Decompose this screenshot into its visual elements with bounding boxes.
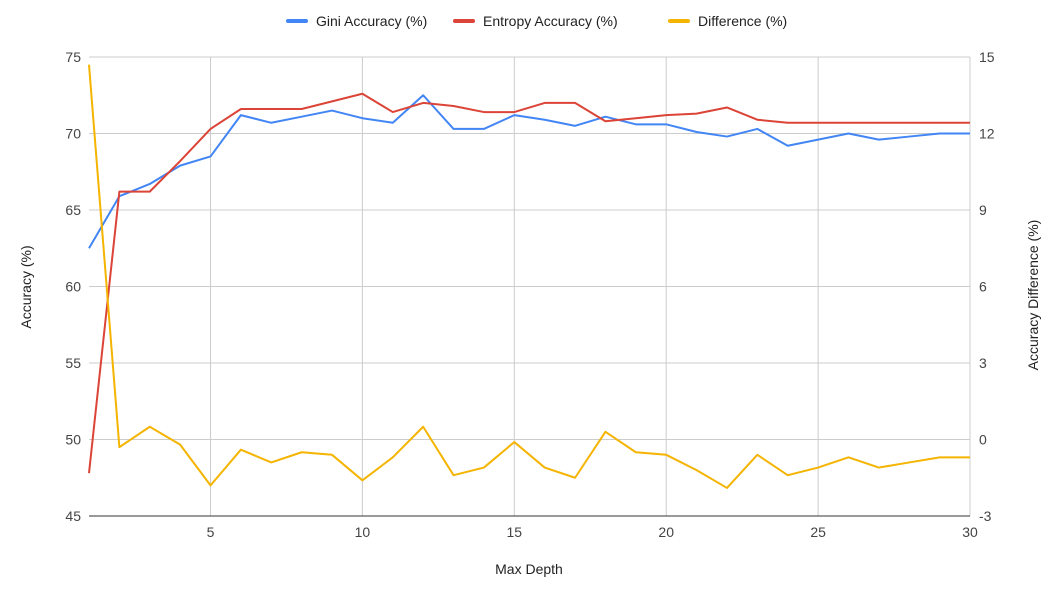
y2-tick-label: 3 [979, 355, 987, 371]
legend-label: Difference (%) [698, 13, 787, 29]
axes: 45 50 55 60 65 70 75 -3 0 3 6 9 12 15 5 10 15 20 25 30 [65, 49, 994, 540]
series-line [88, 64, 970, 489]
y2-tick-label: 9 [979, 202, 987, 218]
legend-item: Difference (%) [668, 13, 787, 29]
x-tick-label: 20 [658, 524, 674, 540]
y2-tick-label: 0 [979, 432, 987, 448]
legend-label: Entropy Accuracy (%) [483, 13, 618, 29]
y2-tick-label: -3 [979, 508, 992, 524]
x-tick-label: 5 [207, 524, 215, 540]
y-tick-label: 75 [65, 49, 81, 65]
y2-tick-label: 6 [979, 279, 987, 295]
y-tick-label: 60 [65, 279, 81, 295]
x-tick-label: 10 [355, 524, 371, 540]
series [88, 64, 970, 489]
y-tick-label: 70 [65, 126, 81, 142]
y-tick-label: 65 [65, 202, 81, 218]
y2-tick-label: 12 [979, 126, 995, 142]
series-line [88, 94, 970, 249]
y2-tick-label: 15 [979, 49, 995, 65]
x-axis-title: Max Depth [495, 561, 563, 577]
legend-label: Gini Accuracy (%) [316, 13, 427, 29]
legend-item: Entropy Accuracy (%) [453, 13, 618, 29]
series-line [88, 92, 970, 474]
x-tick-label: 15 [507, 524, 523, 540]
x-tick-label: 30 [962, 524, 978, 540]
legend: Gini Accuracy (%) Entropy Accuracy (%) Dif… [286, 13, 787, 29]
y-tick-label: 45 [65, 508, 81, 524]
x-tick-label: 25 [810, 524, 826, 540]
y-tick-label: 50 [65, 432, 81, 448]
y-tick-label: 55 [65, 355, 81, 371]
grid [89, 56, 971, 516]
legend-item: Gini Accuracy (%) [286, 13, 427, 29]
y2-axis-title: Accuracy Difference (%) [1025, 220, 1041, 371]
y-axis-title: Accuracy (%) [18, 245, 34, 328]
